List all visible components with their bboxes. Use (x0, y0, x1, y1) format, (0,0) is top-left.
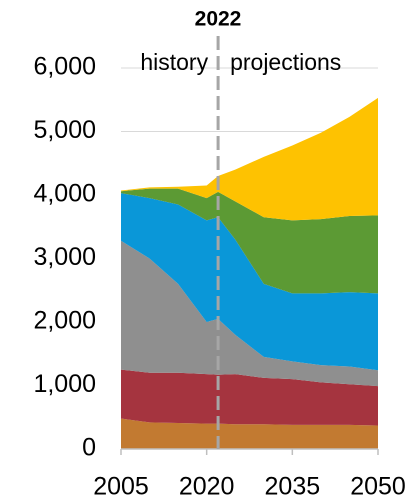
y-tick-label: 4,000 (33, 180, 96, 208)
annotation: history (140, 49, 208, 75)
y-tick-label: 6,000 (33, 53, 96, 81)
area (121, 97, 378, 221)
area (121, 240, 378, 387)
x-tick-label: 2035 (265, 473, 321, 501)
y-tick-label: 3,000 (33, 243, 96, 271)
area (121, 418, 378, 449)
area (121, 188, 378, 294)
annotation: projections (230, 49, 341, 75)
y-tick-label: 5,000 (33, 116, 96, 144)
x-tick-label: 2050 (350, 473, 406, 501)
chart-title: 2022 (195, 8, 242, 31)
x-tick-label: 2020 (179, 473, 235, 501)
y-tick-label: 0 (82, 434, 96, 462)
area (121, 369, 378, 426)
y-tick-label: 1,000 (33, 370, 96, 398)
area (121, 193, 378, 371)
x-tick-label: 2005 (93, 473, 149, 501)
y-tick-label: 2,000 (33, 307, 96, 335)
